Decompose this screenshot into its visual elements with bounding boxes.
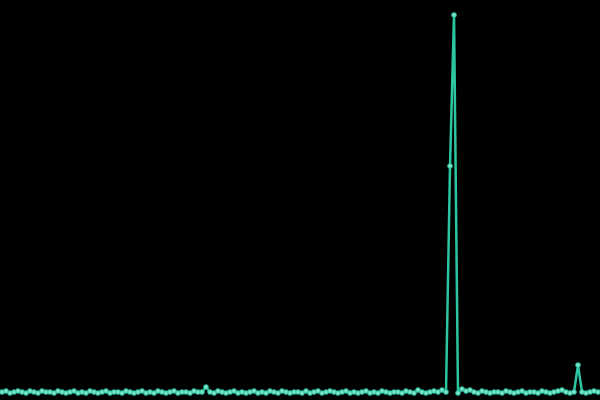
data-point-marker[interactable] — [455, 390, 461, 396]
data-point-marker[interactable] — [447, 163, 453, 169]
data-point-marker[interactable] — [443, 389, 449, 395]
data-point-marker[interactable] — [411, 390, 417, 396]
data-line — [0, 13, 600, 395]
data-point-marker[interactable] — [571, 389, 577, 395]
data-point-marker[interactable] — [199, 389, 205, 395]
data-point-marker[interactable] — [575, 362, 581, 368]
data-point-marker[interactable] — [595, 389, 600, 395]
data-point-marker[interactable] — [451, 12, 457, 18]
data-point-marker[interactable] — [203, 384, 209, 390]
